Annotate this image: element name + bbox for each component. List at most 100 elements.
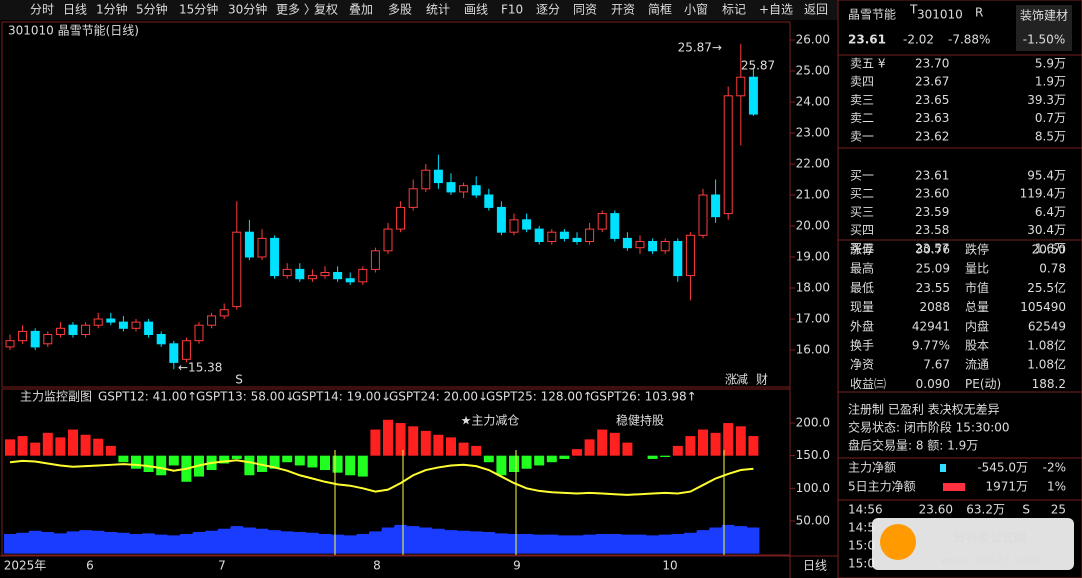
flow-bar bbox=[42, 432, 53, 456]
book-label: 卖一 bbox=[850, 129, 874, 143]
flow-bar bbox=[93, 438, 104, 456]
candle-body bbox=[496, 206, 506, 233]
stat-value: 105490 bbox=[1020, 300, 1066, 314]
flow-bar bbox=[282, 455, 293, 463]
candle-body bbox=[522, 219, 532, 230]
flow-bar bbox=[231, 455, 242, 459]
flow-bar bbox=[685, 436, 696, 456]
toolbar-button[interactable]: 分时 bbox=[30, 3, 54, 17]
toolbar-button[interactable]: 更多 〉 bbox=[276, 3, 316, 17]
stat-label: 外盘 bbox=[850, 318, 874, 333]
flow-label: 主力净额 bbox=[848, 461, 896, 475]
candle-body bbox=[270, 237, 280, 277]
signal-note: 稳健持股 bbox=[616, 413, 664, 428]
flow-bar bbox=[735, 426, 746, 456]
toolbar-button[interactable]: 开资 bbox=[611, 3, 635, 17]
legend-entry: GSPT13: 58.00↓ bbox=[196, 390, 295, 404]
toolbar-button[interactable]: 统计 bbox=[426, 3, 450, 17]
stat-value: 0.090 bbox=[916, 377, 950, 391]
flow-bar bbox=[5, 439, 15, 456]
toolbar-bg bbox=[0, 0, 838, 20]
candle-body bbox=[295, 268, 305, 280]
y-tick-label: 100.0 bbox=[796, 481, 830, 495]
candle-body bbox=[68, 324, 78, 336]
flow-bar bbox=[395, 423, 406, 456]
watermark-title: 分析家公式网 bbox=[954, 530, 1026, 545]
toolbar-button[interactable]: 返回 bbox=[804, 3, 828, 17]
candle-body bbox=[433, 169, 443, 184]
flow-bar bbox=[80, 434, 91, 456]
candle-body bbox=[660, 241, 670, 252]
candle-body bbox=[43, 334, 53, 345]
book-label: 卖三 bbox=[850, 93, 874, 107]
stock-code: 301010 bbox=[917, 8, 963, 22]
candle-body bbox=[396, 206, 406, 230]
candle-body bbox=[81, 324, 91, 336]
trade-volume: 63.2万 bbox=[966, 503, 1005, 517]
flow-bar bbox=[433, 434, 444, 456]
toolbar-button[interactable]: 小窗 bbox=[684, 3, 708, 17]
legend-entry: GSPT26: 103.98↑ bbox=[590, 390, 697, 404]
candle-body bbox=[194, 324, 204, 342]
toolbar-button[interactable]: 多股 bbox=[388, 3, 412, 17]
toolbar-button[interactable]: F10 bbox=[501, 3, 523, 17]
flow-bar bbox=[723, 423, 734, 456]
toolbar-button[interactable]: 1分钟 bbox=[96, 2, 128, 17]
toolbar-button[interactable]: 15分钟 bbox=[179, 2, 218, 17]
flow-marker bbox=[943, 483, 965, 491]
stat-value: 0.78 bbox=[1039, 262, 1066, 276]
flow-bar bbox=[458, 442, 469, 456]
flow-bar bbox=[483, 455, 494, 463]
toolbar-button[interactable]: 逐分 bbox=[536, 3, 560, 17]
candle-body bbox=[723, 95, 733, 215]
stat-label: 收益㈢ bbox=[850, 377, 886, 391]
candle-body bbox=[282, 268, 292, 277]
stat-label: 市值 bbox=[965, 280, 989, 295]
x-tick-label: 2025年 bbox=[4, 559, 47, 573]
candle-body bbox=[484, 194, 494, 208]
toolbar-button[interactable]: 画线 bbox=[464, 3, 488, 17]
watermark-url: www.70822.com bbox=[940, 554, 1040, 568]
book-price: 23.58 bbox=[915, 223, 949, 237]
stat-label: 内盘 bbox=[965, 318, 989, 333]
book-price: 23.59 bbox=[915, 205, 949, 219]
info-line: 交易状态: 闭市阶段 15:30:00 bbox=[848, 420, 1010, 435]
flow-bar bbox=[609, 432, 620, 456]
stat-label: 现量 bbox=[850, 300, 874, 314]
x-tick-label: 8 bbox=[373, 559, 381, 573]
stat-value: 9.77% bbox=[912, 339, 950, 353]
flag: R bbox=[975, 6, 983, 20]
indicator-title: 主力监控副图 bbox=[20, 390, 92, 404]
flow-bar bbox=[143, 455, 154, 472]
flow-bar bbox=[17, 436, 28, 456]
toolbar-button[interactable]: 复权 bbox=[314, 3, 338, 17]
book-price: 23.67 bbox=[915, 75, 949, 89]
book-price: 23.63 bbox=[915, 111, 949, 125]
candle-body bbox=[534, 228, 544, 243]
candle-body bbox=[446, 182, 456, 193]
toolbar-button[interactable]: 叠加 bbox=[349, 3, 373, 17]
flow-bar bbox=[269, 455, 280, 469]
flow-bar bbox=[105, 445, 116, 456]
flow-bar bbox=[521, 455, 532, 469]
stat-value: 1.08亿 bbox=[1027, 338, 1066, 353]
flow-bar bbox=[408, 426, 419, 456]
stat-label: 股本 bbox=[965, 339, 989, 353]
toolbar-button[interactable]: 简框 bbox=[648, 3, 672, 17]
candle-body bbox=[648, 241, 658, 252]
chart-header: 301010 晶雪节能(日线) bbox=[8, 24, 139, 38]
toolbar-button[interactable]: 标记 bbox=[722, 3, 746, 17]
y-tick-label: 22.00 bbox=[796, 157, 830, 171]
toolbar-button[interactable]: 5分钟 bbox=[136, 2, 168, 17]
toolbar-button[interactable]: 日线 bbox=[63, 3, 87, 17]
toolbar-button[interactable]: 30分钟 bbox=[228, 2, 267, 17]
candle-body bbox=[736, 76, 746, 97]
book-volume: 95.4万 bbox=[1027, 169, 1066, 183]
toolbar-button[interactable]: 同资 bbox=[573, 3, 597, 17]
toolbar-button[interactable]: +自选 bbox=[759, 3, 793, 17]
candle-body bbox=[421, 169, 431, 190]
candle-body bbox=[156, 334, 166, 345]
flow-marker bbox=[940, 464, 946, 472]
sector-box bbox=[1016, 5, 1072, 51]
x-tick-label: 9 bbox=[513, 559, 521, 573]
